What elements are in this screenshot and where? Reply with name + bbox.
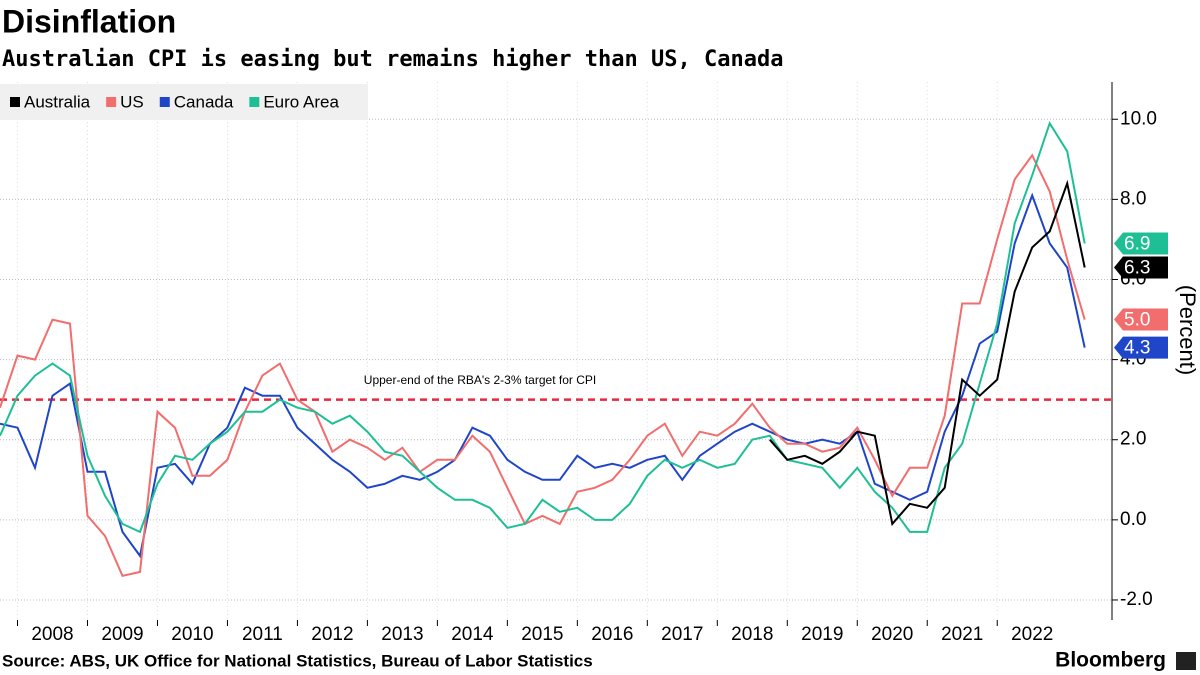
x-tick-label: 2021 [941, 624, 983, 645]
x-tick-label: 2022 [1011, 624, 1053, 645]
x-tick-label: 2016 [591, 624, 633, 645]
y-tick-label: 10.0 [1120, 108, 1157, 129]
legend-swatch [159, 97, 170, 107]
legend-background [0, 84, 368, 120]
end-label: 6.9 [1124, 233, 1150, 254]
x-tick-label: 2017 [661, 624, 703, 645]
x-tick-label: 2012 [311, 624, 353, 645]
x-tick-label: 2019 [801, 624, 843, 645]
x-tick-label: 2011 [242, 624, 283, 645]
end-callout [1114, 308, 1168, 331]
end-callout [1114, 232, 1168, 255]
annotation: Upper-end of the RBA's 2-3% target for C… [364, 373, 596, 387]
legend-label: Australia [24, 92, 91, 111]
chart-subtitle: Australian CPI is easing but remains hig… [2, 47, 783, 72]
series-line [0, 153, 1086, 578]
x-tick-label: 2015 [521, 624, 563, 645]
series-line [769, 179, 1086, 527]
legend-swatch [106, 97, 117, 107]
x-tick-label: 2008 [31, 624, 73, 645]
y-tick-label: 8.0 [1120, 188, 1146, 209]
y-axis-label: (Percent) [1175, 285, 1200, 375]
x-tick-label: 2009 [101, 624, 143, 645]
legend-label: Euro Area [263, 92, 339, 111]
chart-title: Disinflation [2, 3, 176, 39]
end-label: 6.3 [1124, 257, 1150, 278]
y-tick-label: 2.0 [1120, 429, 1146, 450]
legend-swatch [10, 97, 20, 107]
source: Source: ABS, UK Office for National Stat… [2, 651, 593, 670]
legend-label: Canada [174, 92, 234, 111]
x-tick-label: 2014 [451, 624, 494, 645]
brand-icon [1176, 652, 1196, 670]
legend-label: US [120, 92, 144, 111]
end-label: 5.0 [1124, 310, 1150, 331]
y-tick-label: -2.0 [1120, 589, 1153, 610]
x-tick-label: 2020 [871, 624, 913, 645]
legend: Australia US Canada Euro Area [0, 84, 368, 120]
x-tick-label: 2010 [171, 624, 213, 645]
series-line [0, 120, 1086, 534]
end-label: 4.3 [1124, 338, 1150, 359]
y-tick-label: 0.0 [1120, 509, 1146, 530]
x-tick-label: 2013 [381, 624, 423, 645]
end-callout [1114, 256, 1168, 279]
series-line [0, 192, 1086, 559]
end-callout [1114, 336, 1168, 359]
brand: Bloomberg [1055, 649, 1166, 672]
x-tick-label: 2018 [731, 624, 773, 645]
legend-swatch [249, 97, 260, 107]
